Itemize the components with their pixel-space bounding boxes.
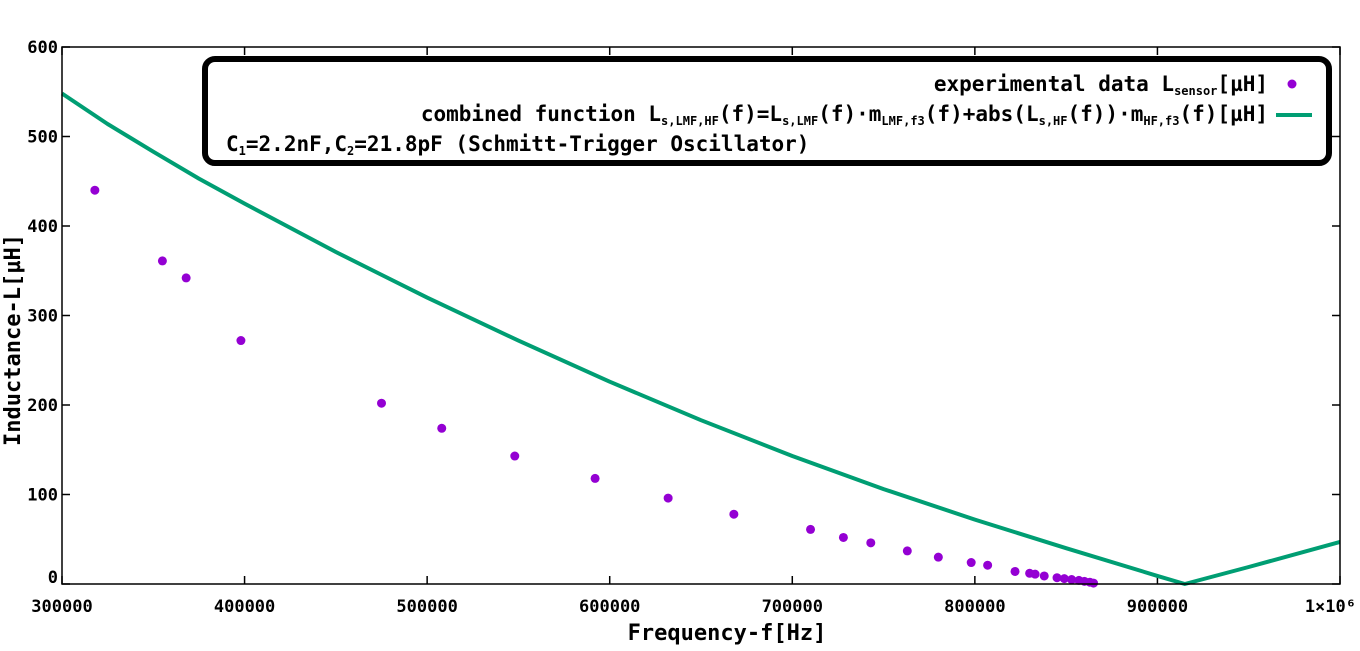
experimental-data-point	[1039, 571, 1049, 581]
experimental-data-point	[1059, 574, 1069, 584]
x-tick-label: 500000	[396, 597, 457, 617]
x-tick-label: 400000	[214, 597, 275, 617]
x-tick-label: 1×10⁶	[1305, 597, 1356, 617]
y-tick-label: 500	[27, 128, 58, 148]
x-axis-title: Frequency-f[Hz]	[628, 621, 827, 646]
legend-box	[202, 56, 1332, 166]
experimental-data-point	[510, 451, 520, 461]
experimental-data-point	[437, 423, 447, 433]
legend: experimental data Lsensor[µH] combined fu…	[202, 56, 1332, 166]
x-tick-label: 700000	[762, 597, 823, 617]
experimental-data-point	[157, 256, 167, 266]
x-tick-label: 300000	[31, 597, 92, 617]
ticks-layer: 300000 400000 500000 600000 700000 800000 9000…	[27, 38, 1356, 617]
y-tick-label: 300	[27, 307, 58, 327]
experimental-data-point	[983, 560, 993, 570]
x-tick-label: 900000	[1127, 597, 1188, 617]
x-tick-label: 600000	[579, 597, 640, 617]
legend-note-capacitors: C1=2.2nF,C2=21.8pF (Schmitt-Trigger Osci…	[226, 132, 809, 158]
legend-marker-experimental-data	[1287, 79, 1297, 89]
x-tick-label: 800000	[944, 597, 1005, 617]
experimental-data-point	[729, 509, 739, 519]
experimental-data-point	[236, 336, 246, 346]
experimental-data-point	[1030, 569, 1040, 579]
y-tick-label: 0	[48, 568, 58, 588]
legend-entry-combined-function: combined function Ls,LMF,HF(f)=Ls,LMF(f)…	[421, 102, 1268, 128]
experimental-data-point	[966, 558, 976, 568]
experimental-data-point	[181, 273, 191, 283]
experimental-data-point	[866, 538, 876, 548]
experimental-data-point	[1010, 566, 1020, 576]
experimental-data-point	[933, 552, 943, 562]
experimental-data-point	[838, 532, 848, 542]
experimental-data-point	[1052, 573, 1062, 583]
experimental-data-point	[90, 185, 100, 195]
experimental-data-point	[902, 546, 912, 556]
experimental-data-point	[1089, 578, 1099, 588]
y-tick-label: 100	[27, 486, 58, 506]
experimental-data-point	[590, 473, 600, 483]
y-axis-title: Inductance-L[µH]	[1, 234, 26, 446]
series-layer	[60, 91, 1341, 588]
combined-function-line	[60, 91, 1341, 586]
legend-entry-experimental-data: experimental data Lsensor[µH]	[934, 72, 1268, 98]
experimental-data-point	[1067, 575, 1077, 585]
y-tick-label: 200	[27, 396, 58, 416]
experimental-data-point	[806, 524, 816, 534]
experimental-data-point	[663, 493, 673, 503]
y-tick-label: 400	[27, 217, 58, 237]
plot-frame	[61, 46, 1341, 585]
y-tick-label: 600	[27, 38, 58, 58]
experimental-data-point	[377, 398, 386, 408]
